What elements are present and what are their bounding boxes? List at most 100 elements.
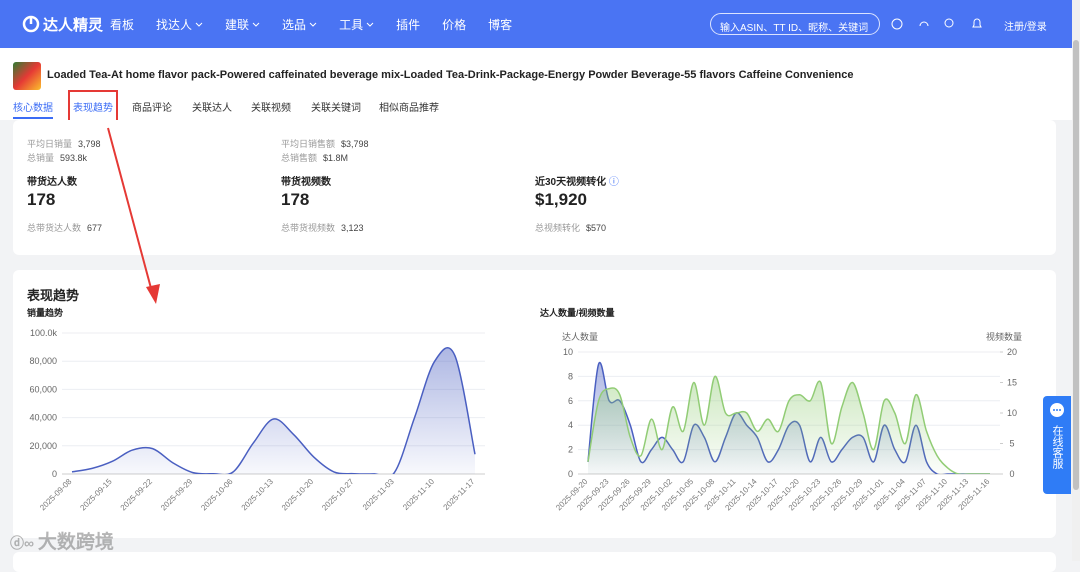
x-tick-label: 2025-09-08 bbox=[38, 477, 74, 513]
logo-icon bbox=[22, 15, 40, 33]
label: 总销售额 bbox=[281, 153, 318, 163]
stat-value: 178 bbox=[27, 190, 56, 209]
label: 总带货视频数 bbox=[281, 223, 336, 233]
y-tick-label: 8 bbox=[568, 371, 573, 381]
arrow bbox=[107, 127, 153, 293]
menu-item[interactable]: 建联 bbox=[225, 16, 260, 33]
y2-tick-label: 15 bbox=[1007, 378, 1017, 388]
y-tick-label: 20,000 bbox=[29, 441, 57, 451]
stat-label: 近30天视频转化 ⓘ bbox=[535, 173, 619, 188]
menu-item[interactable]: 价格 bbox=[442, 16, 466, 33]
menu-text: 插件 bbox=[396, 18, 421, 32]
watermark-text: 大数跨境 bbox=[37, 532, 114, 553]
logo-text[interactable]: 达人精灵 bbox=[43, 17, 104, 34]
line bbox=[71, 347, 476, 474]
watermark: ⓓ∞ 大数跨境 bbox=[10, 532, 114, 553]
x-tick-label: 2025-09-22 bbox=[119, 477, 155, 513]
y-tick-label: 40,000 bbox=[29, 413, 57, 423]
menu-item[interactable]: 工具 bbox=[339, 16, 374, 33]
x-tick-label: 2025-11-03 bbox=[361, 477, 396, 512]
menu-text: 选品 bbox=[282, 18, 307, 32]
tab[interactable]: 相似商品推荐 bbox=[379, 103, 439, 114]
tab[interactable]: 关联视频 bbox=[251, 103, 291, 114]
value: 593.8k bbox=[60, 153, 88, 163]
menu-text: 工具 bbox=[339, 18, 364, 32]
support-text: 在线客服 bbox=[1051, 425, 1064, 469]
menu-item[interactable]: 看板 bbox=[110, 16, 134, 33]
y2-tick-label: 20 bbox=[1007, 347, 1017, 357]
label: 总视频转化 bbox=[535, 223, 581, 233]
label: 平均日销售额 bbox=[281, 139, 336, 149]
axis-label: 达人数量 bbox=[562, 331, 598, 342]
x-tick-label: 2025-10-27 bbox=[320, 477, 356, 513]
nav-icons[interactable] bbox=[890, 17, 990, 31]
tab[interactable]: 表现趋势 bbox=[73, 103, 113, 114]
menu-item[interactable]: 插件 bbox=[396, 16, 420, 33]
stat-sub: 总销售额 $1.8M bbox=[281, 148, 348, 166]
search-box[interactable]: 输入ASIN、TT ID、昵称、关键词 bbox=[710, 13, 880, 35]
menu-text: 找达人 bbox=[156, 18, 193, 32]
stat-sub: 总销量 593.8k bbox=[27, 148, 87, 166]
y-tick-label: 2 bbox=[568, 445, 573, 455]
label: 总销量 bbox=[27, 153, 55, 163]
menu-item[interactable]: 找达人 bbox=[156, 16, 203, 33]
stat-value: 178 bbox=[281, 190, 310, 209]
x-tick-label: 2025-09-29 bbox=[159, 477, 195, 513]
x-tick-label: 2025-11-10 bbox=[401, 477, 436, 512]
chart-title: 销量趋势 bbox=[27, 308, 64, 318]
tab[interactable]: 关联达人 bbox=[192, 103, 232, 114]
x-tick-label: 2025-09-15 bbox=[78, 477, 114, 513]
value: 3,798 bbox=[78, 139, 101, 149]
y-tick-label: 6 bbox=[568, 396, 573, 406]
section-title: 表现趋势 bbox=[27, 288, 80, 303]
y2-tick-label: 10 bbox=[1007, 408, 1017, 418]
scrollbar[interactable] bbox=[1072, 0, 1080, 561]
search-placeholder: 输入ASIN、TT ID、昵称、关键词 bbox=[720, 23, 869, 34]
product-title: Loaded Tea-At home flavor pack-Powered c… bbox=[47, 69, 854, 81]
support-button[interactable]: 在线客服 bbox=[1043, 396, 1071, 494]
x-tick-label: 2025-11-17 bbox=[442, 477, 477, 512]
y-tick-label: 0 bbox=[52, 469, 57, 479]
menu-text: 价格 bbox=[442, 18, 467, 32]
y-tick-label: 10 bbox=[563, 347, 573, 357]
y-tick-label: 60,000 bbox=[29, 384, 57, 394]
y2-tick-label: 0 bbox=[1009, 469, 1014, 479]
chart-title: 达人数量/视频数量 bbox=[540, 308, 615, 318]
stat-sub: 平均日销量 3,798 bbox=[27, 134, 101, 152]
stats-card: 平均日销量 3,798 总销量 593.8k 平均日销售额 $3,798 总销售额 $1… bbox=[13, 120, 1056, 255]
label: 总带货达人数 bbox=[27, 223, 82, 233]
x-tick-label: 2025-10-20 bbox=[280, 477, 316, 513]
axis-label: 视频数量 bbox=[986, 331, 1022, 342]
product-header: Loaded Tea-At home flavor pack-Powered c… bbox=[0, 48, 1072, 122]
value: $1.8M bbox=[323, 153, 349, 163]
y2-tick-label: 5 bbox=[1009, 439, 1014, 449]
menu-text: 博客 bbox=[488, 18, 513, 32]
stat-sub: 总带货视频数 3,123 bbox=[281, 218, 364, 236]
stat-sub: 平均日销售额 $3,798 bbox=[281, 134, 369, 152]
menu-item[interactable]: 选品 bbox=[282, 16, 317, 33]
trend-card: 表现趋势 销量趋势 达人数量/视频数量 bbox=[13, 270, 1056, 538]
y-tick-label: 0 bbox=[568, 469, 573, 479]
area-fill bbox=[588, 376, 990, 474]
product-image bbox=[13, 62, 41, 90]
y-tick-label: 4 bbox=[568, 420, 573, 430]
stat-sub: 总视频转化 $570 bbox=[535, 218, 606, 236]
nav-bar: 达人精灵 看板 找达人 建联 选品 工具 插件 价格 博客 输入ASIN、TT … bbox=[0, 0, 1080, 48]
tab[interactable]: 关联关键词 bbox=[311, 103, 361, 114]
arrow-head bbox=[146, 284, 160, 304]
stat-label: 带货达人数 bbox=[27, 177, 77, 188]
value: 677 bbox=[87, 223, 103, 233]
tab[interactable]: 核心数据 bbox=[13, 103, 53, 114]
menu-text: 看板 bbox=[110, 18, 135, 32]
label: 平均日销量 bbox=[27, 139, 73, 149]
x-tick-label: 2025-10-13 bbox=[240, 477, 276, 513]
login[interactable]: 注册/登录 bbox=[1004, 22, 1047, 33]
menu-item[interactable]: 博客 bbox=[488, 16, 512, 33]
tab[interactable]: 商品评论 bbox=[132, 103, 172, 114]
chat-icon bbox=[1050, 403, 1064, 417]
line bbox=[587, 375, 990, 474]
help-icon[interactable]: ⓘ bbox=[608, 177, 619, 188]
stat-label: 带货视频数 bbox=[281, 177, 331, 188]
